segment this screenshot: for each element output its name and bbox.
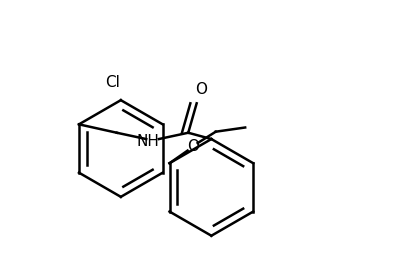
Text: Cl: Cl (105, 75, 120, 90)
Text: O: O (186, 139, 198, 154)
Text: O: O (195, 82, 206, 97)
Text: NH: NH (137, 134, 159, 149)
